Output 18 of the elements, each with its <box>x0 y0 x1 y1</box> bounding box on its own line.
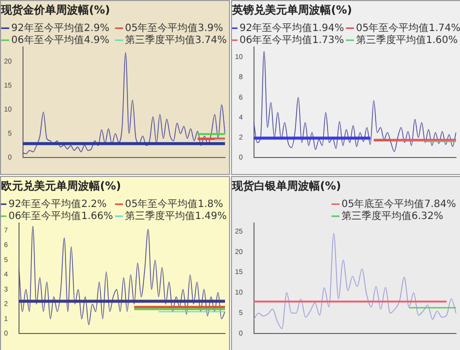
legend-label: 第三季度平均值1.60% <box>356 34 458 46</box>
legend-label: 92年至今平均值1.94% <box>240 22 344 34</box>
chart-title: 欧元兑美元单周波幅(%) <box>1 179 122 192</box>
legend-label: 06年至今平均值4.9% <box>11 34 110 46</box>
legend-label: 第三季度平均值1.49% <box>125 210 227 222</box>
legend-label: 第三季度平均值3.74% <box>125 34 227 46</box>
legend-label: 06年至今平均值1.66% <box>8 210 114 222</box>
legend-label: 06年至今平均值1.73% <box>240 34 344 46</box>
legend-label: 92年至今平均值2.2% <box>8 198 107 210</box>
legend-label: 05年至今平均值3.9% <box>125 22 224 34</box>
legend-label: 05年至今平均值1.8% <box>125 198 224 210</box>
chart-title: 现货白银单周波幅(%) <box>231 179 342 192</box>
chart-title: 英镑兑美元单周波幅(%) <box>231 3 352 16</box>
chart-title: 现货金价单周波幅(%) <box>0 3 110 16</box>
legend-label: 05年底至今平均值7.84% <box>342 198 456 210</box>
legend-label: 第三季度平均值6.32% <box>342 210 444 222</box>
legend-label: 92年至今平均值2.9% <box>11 22 110 34</box>
legend-label: 05年至今平均值1.74% <box>356 22 460 34</box>
